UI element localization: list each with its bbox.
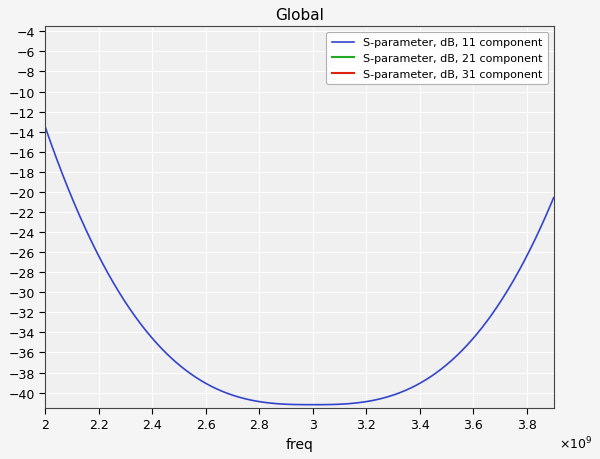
S-parameter, dB, 31 component xyxy=(236,18,243,23)
S-parameter, dB, 21 component xyxy=(372,20,379,25)
S-parameter, dB, 21 component xyxy=(134,20,141,25)
X-axis label: freq: freq xyxy=(286,437,313,451)
S-parameter, dB, 21 component xyxy=(346,20,353,25)
S-parameter, dB, 11 component xyxy=(134,317,141,323)
S-parameter, dB, 21 component xyxy=(550,20,557,25)
S-parameter, dB, 11 component xyxy=(460,347,467,352)
S-parameter, dB, 31 component xyxy=(134,18,141,23)
S-parameter, dB, 11 component xyxy=(236,395,243,400)
S-parameter, dB, 31 component xyxy=(421,18,428,23)
S-parameter, dB, 11 component xyxy=(347,401,354,406)
Title: Global: Global xyxy=(275,8,324,23)
S-parameter, dB, 21 component xyxy=(236,20,243,25)
S-parameter, dB, 11 component xyxy=(309,402,316,408)
S-parameter, dB, 31 component xyxy=(346,18,353,23)
S-parameter, dB, 21 component xyxy=(421,20,428,25)
Line: S-parameter, dB, 11 component: S-parameter, dB, 11 component xyxy=(45,128,554,405)
S-parameter, dB, 31 component xyxy=(372,18,379,23)
S-parameter, dB, 21 component xyxy=(460,20,467,25)
S-parameter, dB, 31 component xyxy=(460,18,467,23)
S-parameter, dB, 11 component xyxy=(550,196,557,201)
S-parameter, dB, 31 component xyxy=(550,18,557,23)
S-parameter, dB, 21 component xyxy=(41,20,49,25)
S-parameter, dB, 11 component xyxy=(421,378,428,383)
S-parameter, dB, 11 component xyxy=(373,397,380,403)
Legend: S-parameter, dB, 11 component, S-parameter, dB, 21 component, S-parameter, dB, 3: S-parameter, dB, 11 component, S-paramet… xyxy=(326,33,548,85)
Text: $\times10^9$: $\times10^9$ xyxy=(559,435,592,451)
S-parameter, dB, 11 component xyxy=(41,125,49,130)
S-parameter, dB, 31 component xyxy=(41,18,49,23)
